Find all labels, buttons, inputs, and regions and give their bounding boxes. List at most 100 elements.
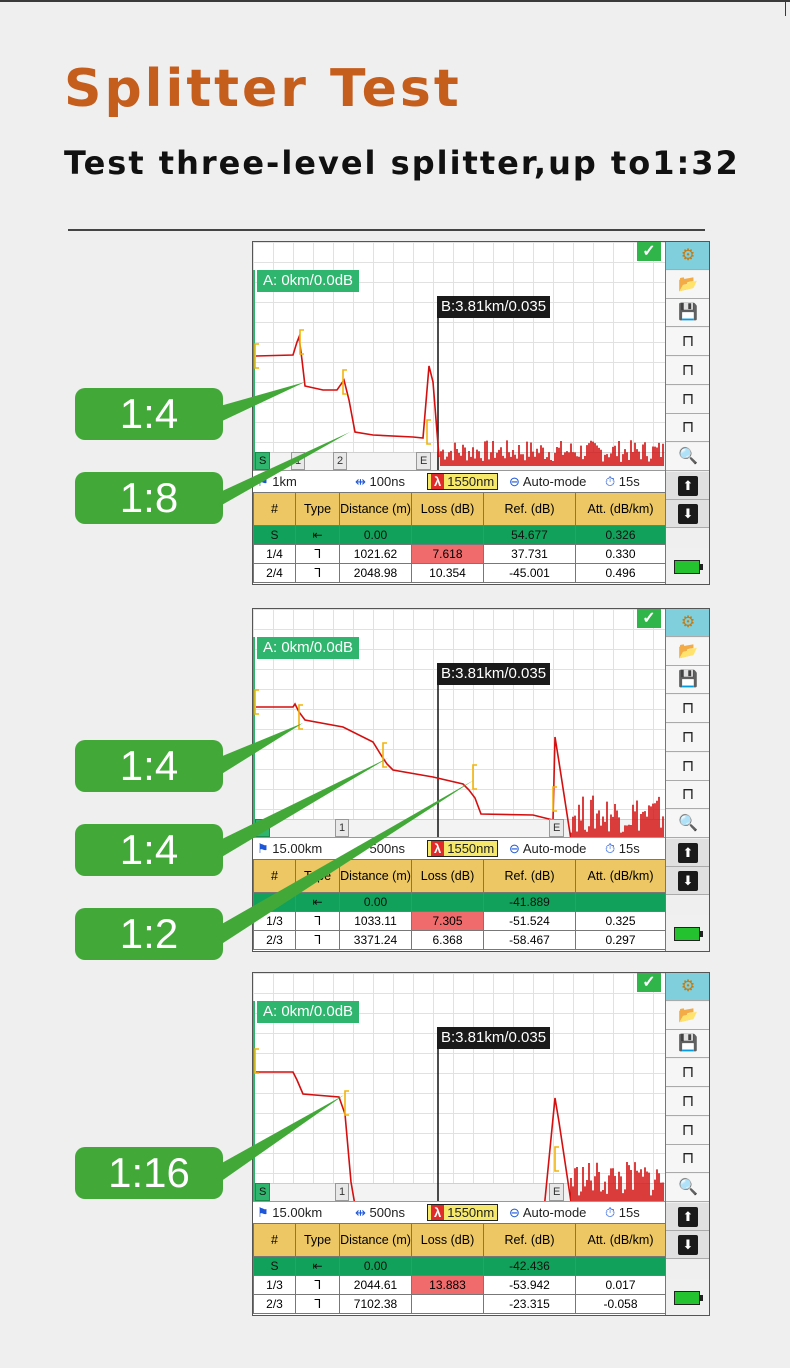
table-cell: -53.942 bbox=[483, 1275, 576, 1295]
pulse-narrow-button[interactable]: ⊓ bbox=[666, 1087, 709, 1116]
mode-value[interactable]: ⊖ Auto-mode bbox=[509, 1205, 587, 1220]
table-cell: 7102.38 bbox=[339, 1294, 412, 1314]
pulse-narrow-button[interactable]: ⊓ bbox=[666, 723, 709, 752]
scale-vertical-icon: ⊓ bbox=[681, 757, 695, 775]
save-button[interactable]: 💾 bbox=[666, 1030, 709, 1059]
range-value[interactable]: ⚑ 15.00km bbox=[257, 841, 323, 856]
wavelength-value[interactable]: λ 1550nm bbox=[427, 473, 499, 490]
arrow-down-button[interactable]: ⬇ bbox=[666, 867, 709, 896]
zoom-button[interactable]: 🔍 bbox=[666, 442, 709, 471]
battery-icon bbox=[674, 1291, 703, 1305]
gear-button[interactable]: ⚙ bbox=[666, 973, 709, 1001]
tool-sidebar: ⚙ 📂 💾 ⊓ ⊓ ⊓ ⊓ 🔍 ⬆ ⬇ bbox=[665, 242, 709, 584]
table-header-cell: # bbox=[253, 492, 296, 526]
pulse-widen-button[interactable]: ⊓ bbox=[666, 328, 709, 357]
event-index-marker[interactable]: 1 bbox=[335, 1183, 350, 1201]
flag-icon: ⚑ bbox=[257, 474, 269, 489]
table-cell: 10.354 bbox=[411, 563, 484, 583]
zoom-button[interactable]: 🔍 bbox=[666, 1173, 709, 1202]
time-value[interactable]: ⏱ 15s bbox=[605, 1205, 640, 1220]
table-cell: -23.315 bbox=[483, 1294, 576, 1314]
scale-step-button[interactable]: ⊓ bbox=[666, 781, 709, 810]
table-row[interactable]: 2/4 ᒣ 2048.98 10.354 -45.001 0.496 bbox=[253, 563, 666, 583]
folder-button[interactable]: 📂 bbox=[666, 1001, 709, 1030]
table-header-cell: Type bbox=[295, 859, 340, 893]
event-index-marker[interactable]: S bbox=[255, 452, 271, 470]
pulse-widen-button[interactable]: ⊓ bbox=[666, 1059, 709, 1088]
trace-graph[interactable]: A: 0km/0.0dB B:3.81km/0.035 ✓ S 1 2 E bbox=[253, 242, 665, 470]
folder-button[interactable]: 📂 bbox=[666, 270, 709, 299]
zoom-button[interactable]: 🔍 bbox=[666, 809, 709, 838]
table-cell: 0.496 bbox=[575, 563, 666, 583]
table-cell bbox=[575, 892, 666, 912]
event-index-marker[interactable]: S bbox=[255, 1183, 271, 1201]
table-cell: -42.436 bbox=[483, 1256, 576, 1276]
b-cursor-label: B:3.81km/0.035 bbox=[437, 663, 551, 685]
folder-button[interactable]: 📂 bbox=[666, 637, 709, 666]
table-cell: 0.330 bbox=[575, 544, 666, 564]
pulse-narrow-button[interactable]: ⊓ bbox=[666, 356, 709, 385]
arrow-down-button[interactable]: ⬇ bbox=[666, 500, 709, 529]
table-row[interactable]: 1/4 ᒣ 1021.62 7.618 37.731 0.330 bbox=[253, 544, 666, 564]
save-button[interactable]: 💾 bbox=[666, 299, 709, 328]
arrow-up-button[interactable]: ⬆ bbox=[666, 838, 709, 867]
event-index-marker[interactable]: 2 bbox=[333, 452, 348, 470]
table-row[interactable]: S ⇤ 0.00 -42.436 bbox=[253, 1256, 666, 1276]
trace-graph[interactable]: A: 0km/0.0dB B:3.81km/0.035 ✓ S 1 E bbox=[253, 973, 665, 1201]
table-row[interactable]: 2/3 ᒣ 7102.38 -23.315 -0.058 bbox=[253, 1294, 666, 1314]
arrow-up-button[interactable]: ⬆ bbox=[666, 471, 709, 500]
event-index-marker[interactable]: E bbox=[549, 1183, 565, 1201]
table-cell: 1021.62 bbox=[339, 544, 412, 564]
gear-icon: ⚙ bbox=[680, 247, 696, 264]
event-index-marker[interactable]: E bbox=[549, 819, 565, 837]
table-row[interactable]: 1/3 ᒣ 1033.11 7.305 -51.524 0.325 bbox=[253, 911, 666, 931]
pulse-value[interactable]: ⇹ 100ns bbox=[355, 474, 405, 489]
wavelength-value[interactable]: λ 1550nm bbox=[427, 840, 499, 857]
scale-vertical-button[interactable]: ⊓ bbox=[666, 752, 709, 781]
zoom-icon: 🔍 bbox=[678, 814, 698, 832]
scale-vertical-button[interactable]: ⊓ bbox=[666, 1116, 709, 1145]
table-row[interactable]: S ⇤ 0.00 54.677 0.326 bbox=[253, 525, 666, 545]
pulse-narrow-icon: ⊓ bbox=[681, 361, 695, 379]
scale-step-button[interactable]: ⊓ bbox=[666, 1145, 709, 1174]
time-value[interactable]: ⏱ 15s bbox=[605, 841, 640, 856]
range-value[interactable]: ⚑ 15.00km bbox=[257, 1205, 323, 1220]
splitter-ratio-callout: 1:16 bbox=[75, 1147, 223, 1199]
splitter-ratio-callout: 1:4 bbox=[75, 824, 223, 876]
mode-value[interactable]: ⊖ Auto-mode bbox=[509, 474, 587, 489]
arrow-up-button[interactable]: ⬆ bbox=[666, 1202, 709, 1231]
event-index-marker[interactable]: 1 bbox=[291, 452, 306, 470]
event-index-marker[interactable]: S bbox=[255, 819, 271, 837]
table-header-cell: Ref. (dB) bbox=[483, 492, 576, 526]
scale-step-button[interactable]: ⊓ bbox=[666, 414, 709, 443]
event-marker bbox=[254, 1048, 259, 1074]
gear-button[interactable]: ⚙ bbox=[666, 609, 709, 637]
event-index-marker[interactable]: 1 bbox=[335, 819, 350, 837]
table-cell: 0.00 bbox=[339, 1256, 412, 1276]
table-cell: 37.731 bbox=[483, 544, 576, 564]
trace-graph[interactable]: A: 0km/0.0dB B:3.81km/0.035 ✓ S 1 E bbox=[253, 609, 665, 837]
event-marker bbox=[342, 369, 347, 395]
pulse-value[interactable]: ⇹ 500ns bbox=[355, 1205, 405, 1220]
table-row[interactable]: S ⇤ 0.00 -41.889 bbox=[253, 892, 666, 912]
arrow-down-button[interactable]: ⬇ bbox=[666, 1231, 709, 1260]
save-button[interactable]: 💾 bbox=[666, 666, 709, 695]
table-cell: 0.00 bbox=[339, 892, 412, 912]
range-value[interactable]: ⚑ 1km bbox=[257, 474, 297, 489]
table-cell: 3371.24 bbox=[339, 930, 412, 950]
mode-value[interactable]: ⊖ Auto-mode bbox=[509, 841, 587, 856]
page-subtitle: Test three-level splitter,up to1:32 bbox=[64, 144, 740, 182]
scale-vertical-button[interactable]: ⊓ bbox=[666, 385, 709, 414]
table-row[interactable]: 1/3 ᒣ 2044.61 13.883 -53.942 0.017 bbox=[253, 1275, 666, 1295]
time-value[interactable]: ⏱ 15s bbox=[605, 474, 640, 489]
gear-button[interactable]: ⚙ bbox=[666, 242, 709, 270]
table-cell: 0.017 bbox=[575, 1275, 666, 1295]
wavelength-value[interactable]: λ 1550nm bbox=[427, 1204, 499, 1221]
a-cursor-label: A: 0km/0.0dB bbox=[257, 1001, 360, 1023]
pulse-widen-button[interactable]: ⊓ bbox=[666, 695, 709, 724]
pulse-value[interactable]: ⇹ 500ns bbox=[355, 841, 405, 856]
table-cell: 1/3 bbox=[253, 1275, 296, 1295]
table-cell: -41.889 bbox=[483, 892, 576, 912]
event-index-marker[interactable]: E bbox=[416, 452, 432, 470]
table-row[interactable]: 2/3 ᒣ 3371.24 6.368 -58.467 0.297 bbox=[253, 930, 666, 950]
